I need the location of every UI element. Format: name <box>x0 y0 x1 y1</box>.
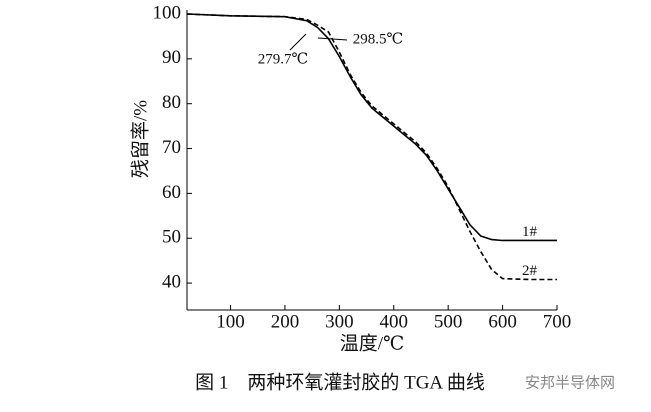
x-tick-label: 700 <box>543 311 572 332</box>
y-tick-label: 40 <box>162 271 181 292</box>
y-tick-label: 100 <box>153 2 182 23</box>
watermark: 安邦半导体网 <box>525 374 615 391</box>
y-axis-label: 残留率/% <box>129 100 151 178</box>
x-tick-label: 600 <box>488 311 517 332</box>
y-tick-label: 80 <box>162 92 181 113</box>
x-tick-label: 100 <box>216 311 245 332</box>
y-tick-label: 60 <box>162 182 181 203</box>
annotation-arrow <box>289 33 307 51</box>
y-tick-label: 50 <box>162 227 181 248</box>
annotation: 298.5℃ <box>353 31 404 47</box>
caption: 图 1 两种环氧灌封胶的 TGA 曲线 <box>195 371 485 393</box>
line <box>186 13 557 281</box>
line <box>186 13 557 242</box>
x-tick-label: 300 <box>325 311 354 332</box>
x-tick-label: 200 <box>271 311 300 332</box>
x-axis-label: 温度/℃ <box>340 332 405 354</box>
series-label: 1# <box>522 224 538 240</box>
y-tick-label: 90 <box>162 47 181 68</box>
y-tick-label: 70 <box>162 137 181 158</box>
annotation: 279.7℃ <box>258 51 309 67</box>
x-tick-label: 500 <box>434 311 463 332</box>
series-label: 2# <box>522 263 538 279</box>
x-tick-label: 400 <box>380 311 409 332</box>
